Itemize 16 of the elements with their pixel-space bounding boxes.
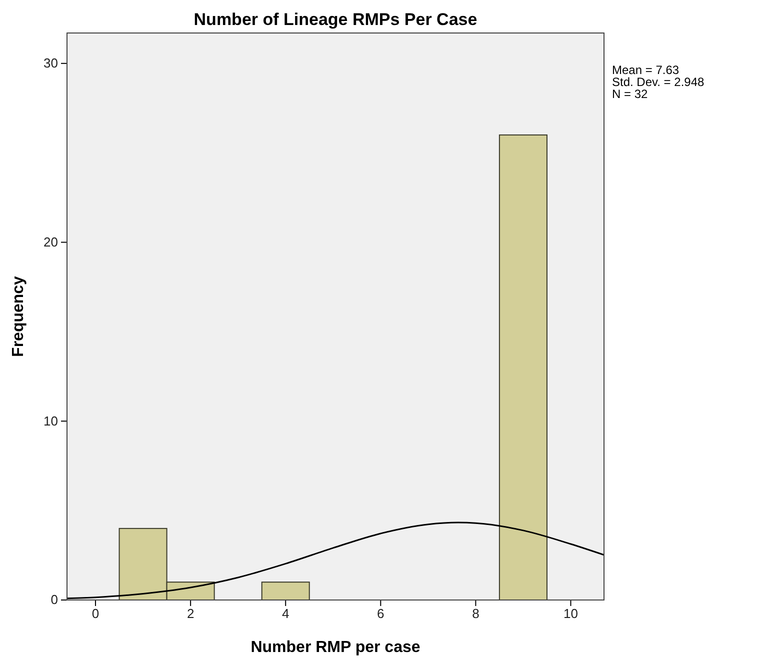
x-axis-title: Number RMP per case: [250, 639, 420, 656]
y-tick-label: 30: [44, 56, 58, 71]
y-axis-title: Frequency: [10, 276, 27, 357]
x-tick-label: 4: [282, 606, 290, 622]
text: Std. Dev. = 2.948: [612, 75, 704, 89]
text: N = 32: [612, 87, 648, 101]
x-tick-label: 10: [564, 606, 578, 622]
x-tick-label: 6: [377, 606, 384, 622]
x-tick-label: 8: [472, 606, 480, 622]
x-tick-label: 2: [186, 606, 194, 622]
y-tick-label: 20: [44, 234, 58, 250]
y-tick-label: 0: [50, 592, 58, 608]
chart-title: Number of Lineage RMPs Per Case: [194, 10, 478, 29]
text: Mean = 7.63: [612, 63, 680, 77]
x-tick-label: 0: [92, 606, 100, 622]
y-tick-label: 10: [44, 413, 58, 428]
